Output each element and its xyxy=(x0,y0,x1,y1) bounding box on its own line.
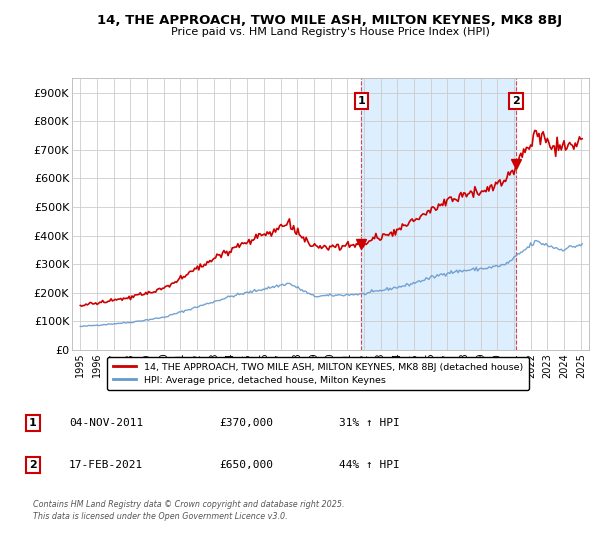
Text: 44% ↑ HPI: 44% ↑ HPI xyxy=(339,460,400,470)
Text: 1: 1 xyxy=(29,418,37,428)
Text: 04-NOV-2011: 04-NOV-2011 xyxy=(69,418,143,428)
Text: £370,000: £370,000 xyxy=(219,418,273,428)
Text: 14, THE APPROACH, TWO MILE ASH, MILTON KEYNES, MK8 8BJ: 14, THE APPROACH, TWO MILE ASH, MILTON K… xyxy=(97,14,563,27)
Text: 1: 1 xyxy=(358,96,365,106)
Text: 2: 2 xyxy=(29,460,37,470)
Text: 31% ↑ HPI: 31% ↑ HPI xyxy=(339,418,400,428)
Text: Price paid vs. HM Land Registry's House Price Index (HPI): Price paid vs. HM Land Registry's House … xyxy=(170,27,490,37)
Text: 17-FEB-2021: 17-FEB-2021 xyxy=(69,460,143,470)
Text: 2: 2 xyxy=(512,96,520,106)
Bar xyxy=(361,78,516,350)
Text: Contains HM Land Registry data © Crown copyright and database right 2025.
This d: Contains HM Land Registry data © Crown c… xyxy=(33,500,344,521)
Legend: 14, THE APPROACH, TWO MILE ASH, MILTON KEYNES, MK8 8BJ (detached house), HPI: Av: 14, THE APPROACH, TWO MILE ASH, MILTON K… xyxy=(107,357,529,390)
Text: £650,000: £650,000 xyxy=(219,460,273,470)
